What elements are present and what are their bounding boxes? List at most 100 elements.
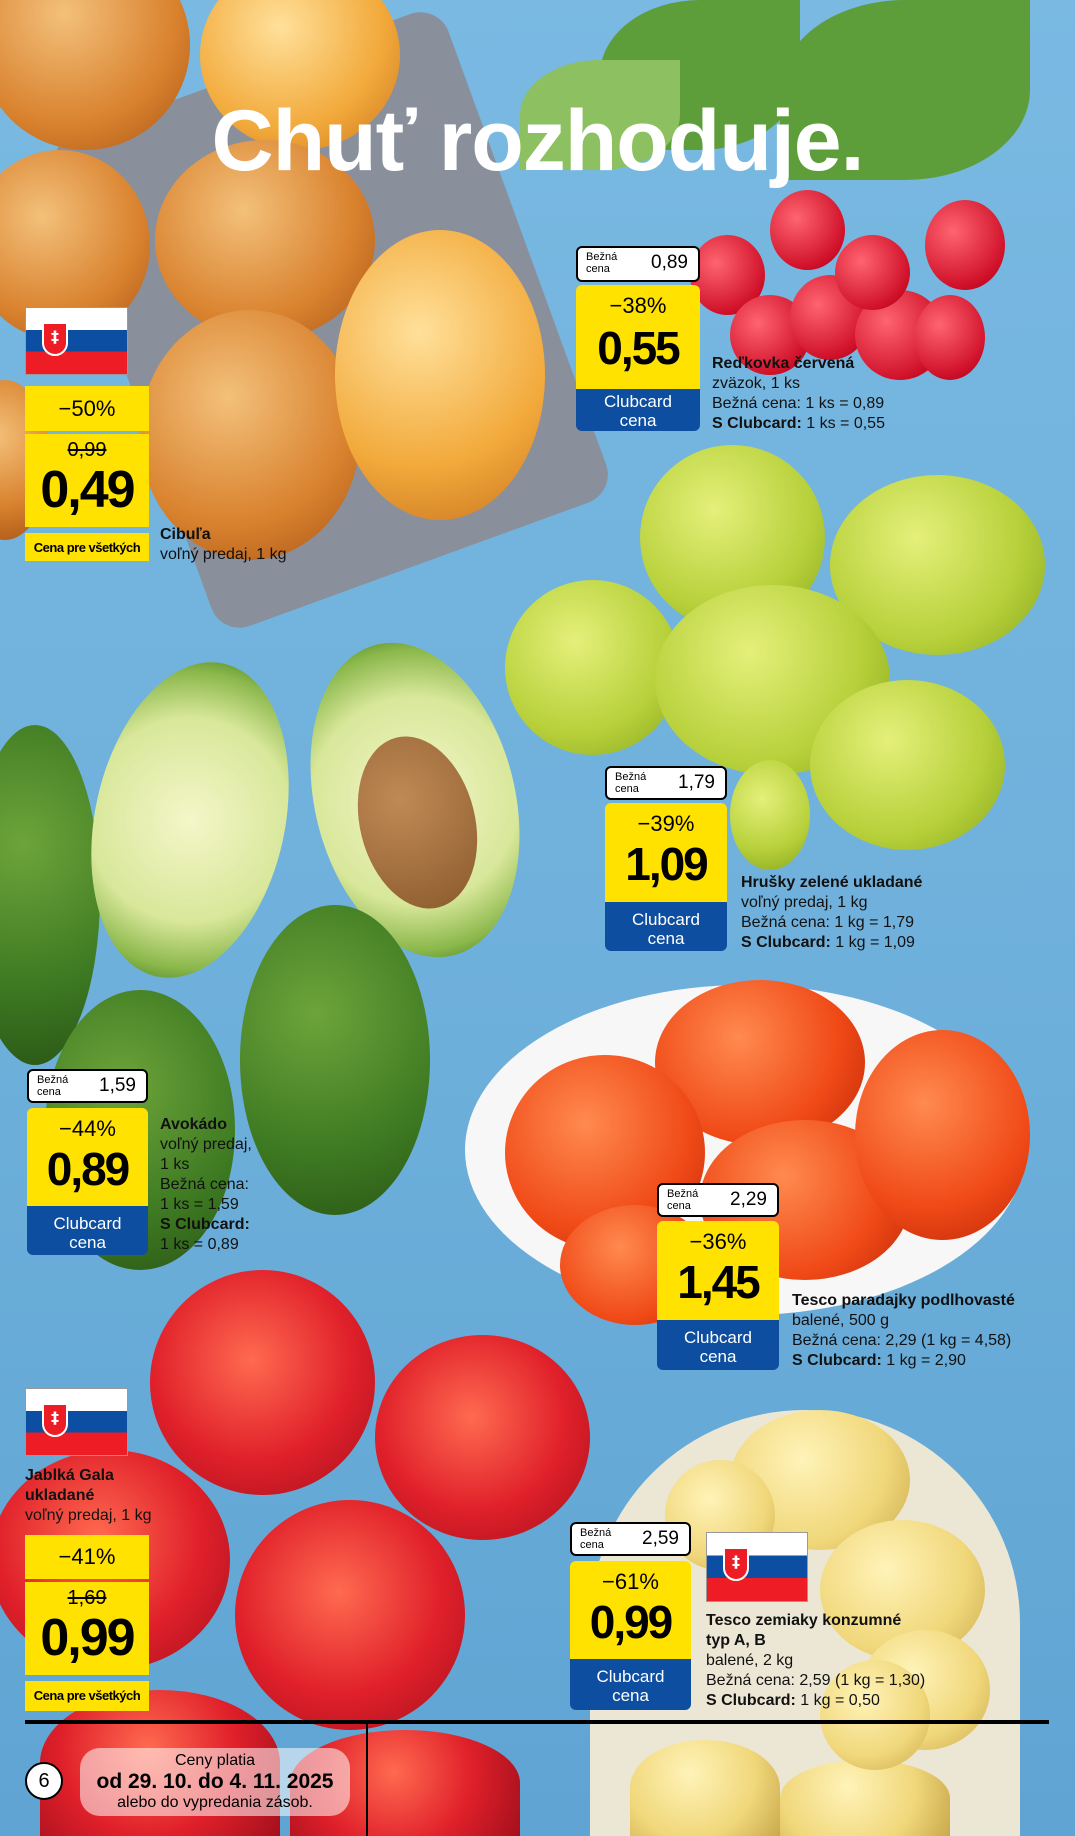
radish-description: Reďkovka červená zväzok, 1 ks Bežná cena…: [712, 354, 885, 434]
regular-price-value: 2,29: [730, 1189, 767, 1210]
clubcard-line: S Clubcard: 1 ks = 0,55: [712, 414, 885, 434]
regular-price-badge: Bežná cena 2,29: [657, 1183, 779, 1217]
footer-vertical-divider: [366, 1722, 368, 1836]
discount: −38%: [609, 293, 667, 318]
product-name: typ A, B: [706, 1632, 766, 1649]
regular-price-badge: Bežná cena 0,89: [576, 246, 700, 282]
regular-price-value: 1,79: [678, 772, 715, 793]
clubcard-label: Clubcard cena: [27, 1206, 148, 1255]
discount: −39%: [637, 811, 695, 836]
product-name: Avokádo: [160, 1116, 227, 1133]
clubcard-label: Clubcard cena: [605, 902, 727, 951]
clubcard-price: 0,89: [46, 1143, 131, 1195]
product-detail: balené, 2 kg: [706, 1652, 794, 1669]
radish-image: [915, 295, 985, 380]
pears-price-box: −39% 1,09: [605, 803, 727, 902]
clubcard-line: S Clubcard: 1 kg = 1,09: [741, 933, 922, 953]
clubcard-line-label: S Clubcard:: [706, 1692, 796, 1709]
clubcard-line-value: 1 kg = 0,50: [800, 1692, 880, 1709]
onion-image: [155, 140, 375, 340]
discount: −44%: [59, 1116, 116, 1141]
apple-image: [235, 1500, 465, 1730]
clubcard-line-value: 1 ks = 0,55: [806, 415, 885, 432]
clubcard-line-value: 1 ks = 0,89: [160, 1236, 239, 1253]
clubcard-line-label: S Clubcard:: [741, 934, 831, 951]
slovakia-flag-icon: ‡: [706, 1532, 808, 1602]
radish-image: [770, 190, 845, 270]
potato-image: [630, 1740, 780, 1836]
radish-price-box: −38% 0,55: [576, 285, 700, 389]
clubcard-line-label: S Clubcard:: [792, 1352, 882, 1369]
regular-price-label: Bežná cena: [667, 1188, 699, 1212]
discount: −41%: [58, 1544, 116, 1569]
slovakia-flag-icon: ‡: [25, 307, 128, 375]
product-detail: voľný predaj, 1 kg: [741, 894, 868, 911]
discount: −61%: [602, 1569, 659, 1594]
onion-image: [200, 0, 400, 150]
clubcard-price: 1,09: [625, 838, 709, 890]
tomatoes-price-box: −36% 1,45: [657, 1221, 779, 1320]
radish-leaves: [780, 0, 1030, 180]
clubcard-line: S Clubcard: 1 kg = 0,50: [706, 1691, 925, 1711]
clubcard-line-value: 1 kg = 2,90: [886, 1352, 966, 1369]
slovakia-flag-icon: ‡: [25, 1388, 128, 1456]
clubcard-price: 0,55: [597, 322, 681, 374]
apples-price-box: 1,69 0,99: [25, 1582, 149, 1675]
onion-price-box: 0,99 0,49: [25, 434, 149, 527]
regular-price-line: Bežná cena: 2,29 (1 kg = 4,58): [792, 1332, 1012, 1349]
potato-image: [780, 1760, 950, 1836]
onion-description: Cibuľa voľný predaj, 1 kg: [160, 525, 287, 565]
regular-price-label: Bežná cena: [615, 771, 647, 795]
onion-discount: −50%: [25, 386, 149, 431]
regular-price-value: 2,59: [642, 1528, 679, 1549]
avocado-image: [240, 905, 430, 1215]
page-title: Chuť rozhoduje.: [211, 93, 864, 189]
product-detail: zväzok, 1 ks: [712, 375, 801, 392]
clubcard-line: S Clubcard: 1 kg = 2,90: [792, 1351, 1015, 1371]
product-detail: voľný predaj, 1 kg: [25, 1507, 152, 1524]
product-name: Hrušky zelené ukladané: [741, 874, 923, 891]
avocado-price-box: −44% 0,89: [27, 1108, 148, 1206]
clubcard-label: Clubcard cena: [570, 1659, 691, 1710]
product-detail: 1 ks: [160, 1156, 190, 1173]
validity-line: alebo do vypredania zásob.: [117, 1794, 313, 1811]
regular-price-line: Bežná cena: 1 ks = 0,89: [712, 395, 885, 412]
avocado-image: [0, 725, 100, 1065]
price-for-all-label: Cena pre všetkých: [25, 533, 149, 561]
potato-image: [820, 1660, 930, 1770]
clubcard-price: 0,99: [589, 1596, 674, 1648]
radish-image: [925, 200, 1005, 290]
clubcard-label: Clubcard cena: [657, 1320, 779, 1370]
tomatoes-description: Tesco paradajky podlhovasté balené, 500 …: [792, 1291, 1015, 1371]
apples-price: 0,99: [40, 1609, 135, 1667]
regular-price-label: Bežná cena: [37, 1074, 69, 1098]
apples-old-price: 1,69: [67, 1587, 107, 1609]
product-name: Reďkovka červená: [712, 355, 855, 372]
product-name: Tesco zemiaky konzumné: [706, 1612, 902, 1629]
radish-image: [835, 235, 910, 310]
onion-old-price: 0,99: [67, 439, 107, 461]
apples-description: Jablká Gala ukladané voľný predaj, 1 kg: [25, 1466, 152, 1526]
price-for-all-label: Cena pre všetkých: [25, 1681, 149, 1711]
clubcard-line-label: S Clubcard:: [160, 1216, 250, 1233]
product-name: Tesco paradajky podlhovasté: [792, 1292, 1015, 1309]
regular-price-badge: Bežná cena 1,59: [27, 1069, 148, 1103]
product-name: Cibuľa: [160, 526, 211, 543]
pear-image: [730, 760, 810, 870]
potatoes-price-box: −61% 0,99: [570, 1561, 691, 1659]
pear-image: [810, 680, 1005, 850]
discount: −36%: [689, 1229, 747, 1254]
clubcard-price: 1,45: [677, 1256, 761, 1308]
tomato-image: [855, 1030, 1030, 1240]
product-detail: voľný predaj, 1 kg: [160, 546, 287, 563]
regular-price-badge: Bežná cena 2,59: [570, 1522, 691, 1556]
page-number: 6: [25, 1762, 63, 1800]
apples-discount: −41%: [25, 1535, 149, 1579]
potatoes-description: Tesco zemiaky konzumné typ A, B balené, …: [706, 1611, 925, 1711]
pear-image: [505, 580, 680, 755]
product-detail: voľný predaj,: [160, 1136, 252, 1153]
regular-price-line: Bežná cena: 1 kg = 1,79: [741, 914, 915, 931]
clubcard-label: Clubcard cena: [576, 389, 700, 431]
regular-price-label: Bežná cena: [586, 251, 618, 275]
